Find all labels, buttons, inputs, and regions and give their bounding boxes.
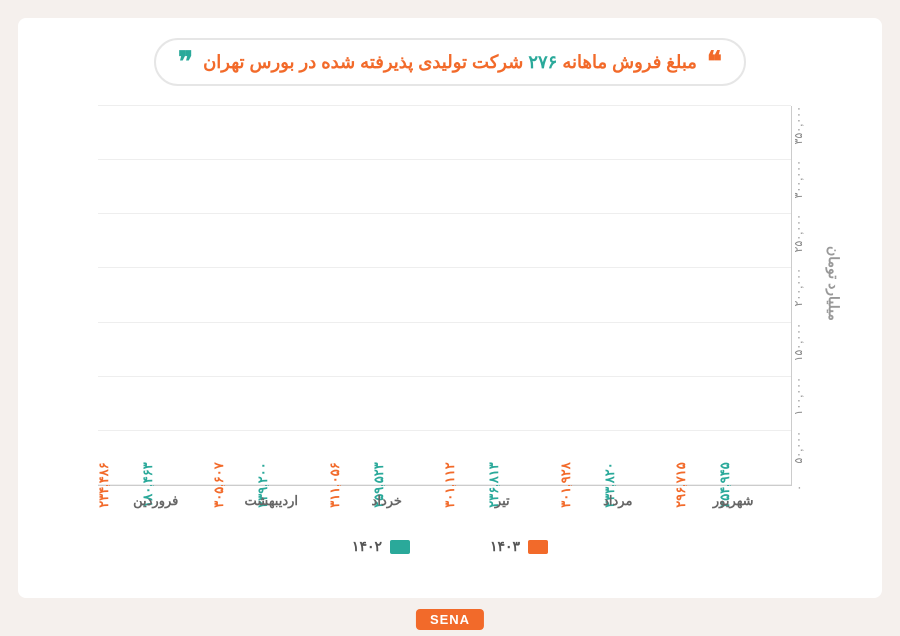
title-part1: مبلغ فروش ماهانه: [562, 52, 697, 72]
legend-item: ۱۴۰۲: [352, 538, 410, 555]
y-tick-label: ۵۰,۰۰۰: [793, 431, 806, 464]
chart-title: مبلغ فروش ماهانه ۲۷۶ شرکت تولیدی پذیرفته…: [203, 52, 697, 73]
legend-label: ۱۴۰۲: [352, 538, 382, 555]
y-tick-label: ۳۵۰,۰۰۰: [793, 106, 806, 145]
gridline: [98, 267, 791, 268]
gridline: [98, 159, 791, 160]
chart-area: میلیارد تومان ۲۳۴,۴۸۶۱۸۰,۴۶۳فروردین۳۰۵,۶…: [58, 96, 802, 526]
title-pill: ❝ مبلغ فروش ماهانه ۲۷۶ شرکت تولیدی پذیرف…: [154, 38, 746, 86]
chart-card: ❝ مبلغ فروش ماهانه ۲۷۶ شرکت تولیدی پذیرف…: [18, 18, 882, 598]
x-tick-label: تیر: [442, 493, 562, 509]
gridline: [98, 430, 791, 431]
legend-swatch: [528, 540, 548, 554]
x-tick-label: مرداد: [558, 493, 678, 509]
quote-open-icon: ❝: [707, 48, 722, 76]
legend: ۱۴۰۳ ۱۴۰۲: [48, 538, 852, 555]
legend-label: ۱۴۰۳: [490, 538, 520, 555]
bars-container: ۲۳۴,۴۸۶۱۸۰,۴۶۳فروردین۳۰۵,۶۰۷۲۳۹,۲۰۰اردیب…: [98, 106, 791, 485]
gridline: [98, 105, 791, 106]
gridline: [98, 376, 791, 377]
x-tick-label: خرداد: [327, 493, 447, 509]
y-axis-label: میلیارد تومان: [826, 246, 842, 321]
title-container: ❝ مبلغ فروش ماهانه ۲۷۶ شرکت تولیدی پذیرف…: [48, 38, 852, 86]
gridline: [98, 213, 791, 214]
quote-close-icon: ❞: [178, 48, 193, 76]
y-tick-label: ۰: [793, 485, 806, 491]
y-tick-label: ۲۵۰,۰۰۰: [793, 214, 806, 253]
footer-logo: SENA: [416, 609, 484, 630]
title-part2: شرکت تولیدی پذیرفته شده در بورس تهران: [203, 52, 523, 72]
x-tick-label: اردیبهشت: [211, 493, 331, 509]
y-tick-label: ۳۰۰,۰۰۰: [793, 160, 806, 199]
y-tick-label: ۱۰۰,۰۰۰: [793, 377, 806, 416]
x-tick-label: فروردین: [96, 493, 216, 509]
plot-region: ۲۳۴,۴۸۶۱۸۰,۴۶۳فروردین۳۰۵,۶۰۷۲۳۹,۲۰۰اردیب…: [98, 106, 792, 486]
legend-swatch: [390, 540, 410, 554]
legend-item: ۱۴۰۳: [490, 538, 548, 555]
x-tick-label: شهریور: [673, 493, 793, 509]
title-highlight: ۲۷۶: [528, 52, 557, 72]
y-tick-label: ۱۵۰,۰۰۰: [793, 323, 806, 362]
gridline: [98, 322, 791, 323]
y-tick-label: ۲۰۰,۰۰۰: [793, 268, 806, 307]
gridline: [98, 484, 791, 485]
